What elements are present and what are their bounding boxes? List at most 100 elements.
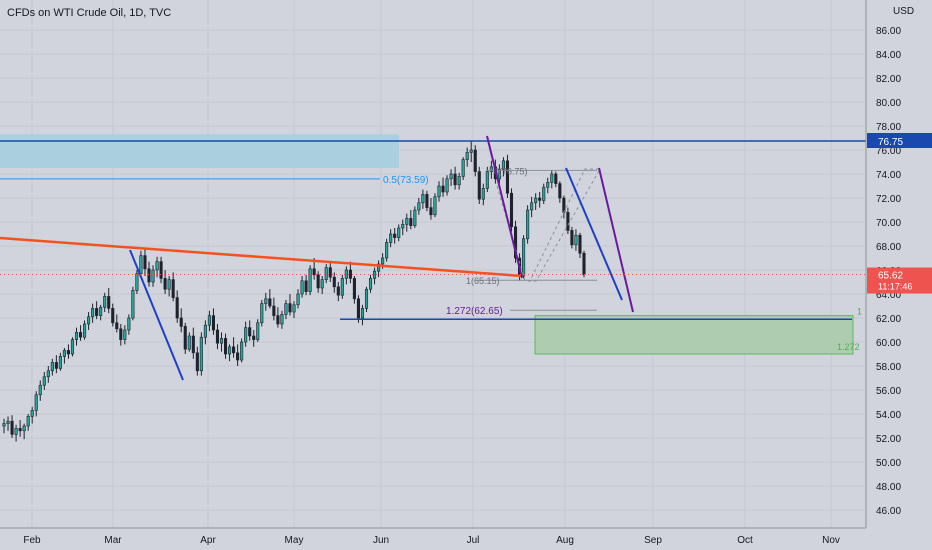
candle-up	[381, 257, 385, 265]
x-tick-label: May	[285, 535, 304, 546]
candle-down	[195, 352, 199, 372]
y-tick-label: 68.00	[876, 242, 901, 253]
candle-up	[364, 288, 369, 309]
candle-down	[441, 185, 445, 193]
x-tick-label: Jun	[373, 535, 389, 546]
candle-up	[405, 218, 409, 225]
x-tick-label: Aug	[556, 535, 574, 546]
candle-up	[550, 173, 554, 183]
y-tick-label: 56.00	[876, 386, 901, 397]
candle-down	[276, 315, 280, 325]
candle-down	[582, 252, 586, 275]
candle-down	[509, 192, 514, 228]
candle-down	[236, 352, 240, 361]
candle-up	[83, 323, 87, 338]
candle-up	[296, 293, 300, 306]
fib-zero-label: 0(76.75)	[494, 166, 528, 176]
plot-background	[0, 0, 866, 528]
candle-up	[497, 168, 501, 180]
candle-down	[558, 183, 562, 199]
candle-down	[554, 173, 558, 184]
candle-down	[223, 338, 228, 355]
candle-up	[62, 350, 66, 357]
candle-down	[352, 278, 356, 300]
candle-up	[2, 423, 6, 427]
currency-label: USD	[893, 6, 914, 17]
candle-up	[437, 185, 441, 198]
candle-up	[340, 278, 344, 296]
candle-down	[211, 315, 215, 331]
purple-leg-2	[598, 167, 634, 313]
candle-down	[179, 317, 183, 327]
last-price-text: 65.62	[878, 271, 903, 282]
candle-up	[58, 356, 62, 369]
y-tick-label: 60.00	[876, 338, 901, 349]
candle-up	[461, 159, 465, 177]
y-tick-label: 78.00	[876, 122, 901, 133]
candle-down	[316, 274, 320, 289]
x-tick-label: Apr	[200, 535, 216, 546]
candle-up	[74, 332, 79, 340]
candle-up	[6, 420, 10, 424]
candle-down	[143, 255, 147, 270]
candle-up	[320, 279, 324, 289]
candle-up	[368, 278, 373, 290]
candle-up	[457, 176, 461, 186]
candle-down	[248, 327, 252, 337]
candle-up	[344, 269, 348, 279]
candle-down	[348, 269, 352, 279]
y-tick-label: 70.00	[876, 218, 901, 229]
candle-down	[356, 298, 360, 319]
candle-down	[78, 332, 83, 338]
y-tick-label: 74.00	[876, 170, 901, 181]
candle-up	[207, 315, 211, 326]
candle-up	[199, 336, 203, 372]
candle-up	[284, 303, 288, 315]
candle-up	[308, 268, 312, 292]
candle-down	[477, 171, 481, 200]
candle-down	[252, 335, 256, 340]
y-tick-label: 72.00	[876, 194, 901, 205]
y-tick-label: 46.00	[876, 506, 901, 517]
x-tick-label: Jul	[467, 535, 480, 546]
candle-down	[562, 197, 566, 213]
candle-up	[373, 270, 377, 279]
candle-down	[272, 305, 276, 316]
candle-down	[115, 322, 119, 330]
y-tick-label: 84.00	[876, 50, 901, 61]
candle-down	[513, 226, 518, 259]
candle-up	[123, 329, 127, 340]
y-tick-label: 64.00	[876, 290, 901, 301]
candle-up	[264, 298, 268, 304]
candle-down	[232, 346, 236, 354]
candle-down	[570, 230, 574, 246]
candle-down	[66, 350, 70, 355]
candle-up	[203, 324, 207, 338]
x-tick-label: Mar	[104, 535, 122, 546]
candle-down	[119, 328, 123, 340]
countdown-text: 11:17:46	[878, 282, 912, 292]
candle-up	[574, 234, 578, 246]
candle-up	[389, 233, 393, 243]
candle-up	[167, 279, 171, 290]
supply-zone	[0, 134, 399, 168]
fib-target-zone	[534, 315, 854, 355]
fib-half-label: 0.5(73.59)	[383, 175, 429, 186]
y-tick-label: 86.00	[876, 26, 901, 37]
fib-one-label: 1(65.15)	[466, 276, 500, 286]
candle-up	[240, 341, 244, 361]
fib-box-one-label: 1	[857, 306, 862, 316]
candle-up	[292, 304, 296, 313]
candle-up	[87, 316, 91, 325]
candle-down	[111, 308, 115, 324]
candle-down	[566, 212, 570, 231]
candle-down	[95, 308, 99, 316]
y-tick-label: 50.00	[876, 458, 901, 469]
candle-up	[103, 296, 107, 308]
candle-up	[530, 202, 534, 211]
y-tick-label: 52.00	[876, 434, 901, 445]
candle-up	[38, 384, 42, 396]
x-tick-label: Oct	[737, 535, 753, 546]
x-tick-label: Nov	[822, 535, 840, 546]
